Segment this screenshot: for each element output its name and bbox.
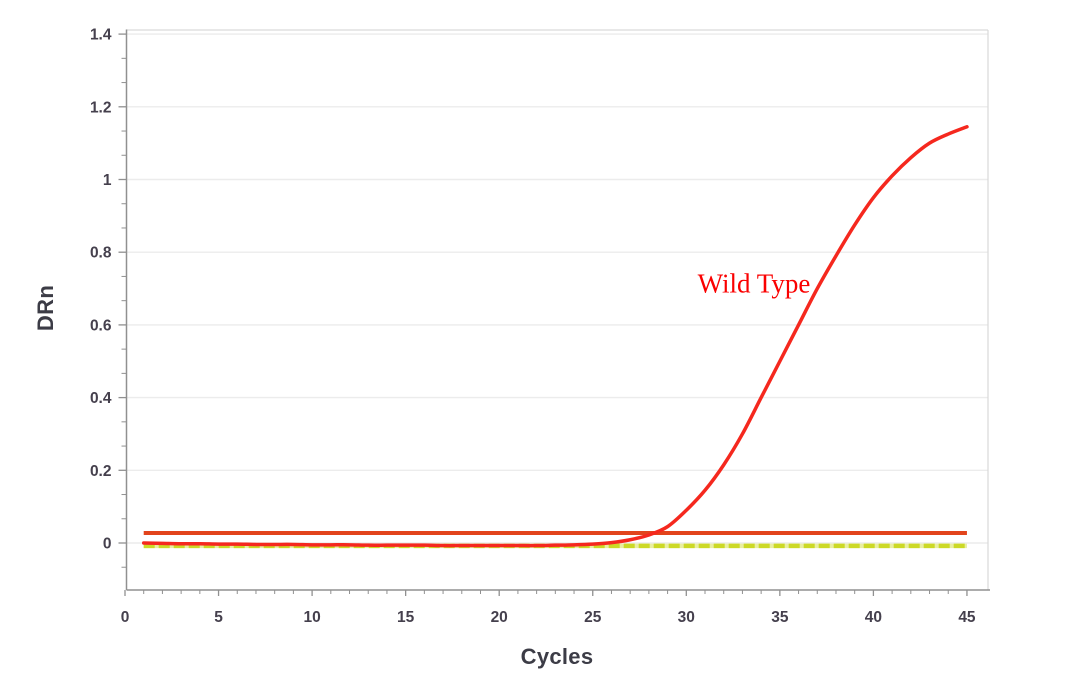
x-axis-title: Cycles	[520, 644, 594, 669]
x-tick-label: 10	[303, 609, 320, 626]
x-tick-label: 30	[678, 609, 695, 626]
y-axis-title: DRn	[33, 284, 58, 332]
x-tick-label: 45	[958, 609, 976, 626]
y-tick-label: 0.2	[90, 463, 112, 480]
y-tick-label: 0.4	[90, 390, 112, 407]
y-tick-label: 1.2	[90, 99, 112, 116]
x-tick-label: 25	[584, 609, 602, 626]
x-tick-label: 20	[491, 609, 508, 626]
x-tick-label: 5	[214, 609, 223, 626]
y-tick-label: 0.6	[90, 317, 112, 334]
y-tick-label: 0	[103, 536, 112, 553]
x-tick-label: 35	[771, 609, 789, 626]
y-tick-label: 1.4	[90, 27, 112, 44]
y-tick-label: 0.8	[90, 245, 112, 262]
x-tick-label: 40	[865, 609, 882, 626]
y-tick-label: 1	[103, 172, 112, 189]
wild-type-curve	[141, 125, 969, 548]
x-tick-label: 0	[121, 609, 130, 626]
wild-type-curve-label: Wild Type	[697, 268, 811, 299]
x-tick-label: 15	[397, 609, 415, 626]
